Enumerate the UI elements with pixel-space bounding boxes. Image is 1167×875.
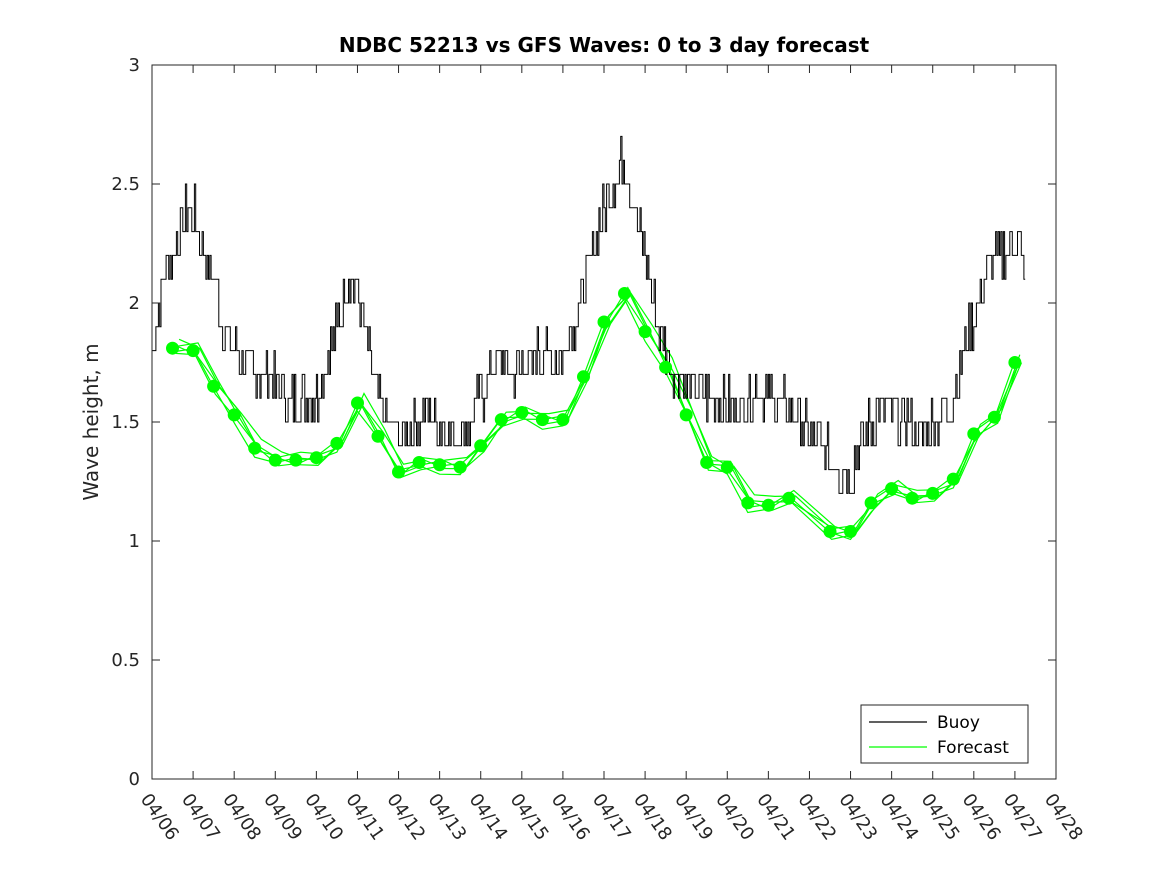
forecast-marker — [556, 413, 570, 427]
forecast-marker — [412, 456, 426, 469]
forecast-marker — [392, 465, 405, 479]
forecast-marker — [987, 410, 1001, 424]
forecast-marker — [351, 396, 364, 410]
forecast-marker — [515, 406, 529, 419]
y-axis-label: Wave height, m — [79, 343, 103, 500]
forecast-markers-group — [166, 287, 1022, 538]
forecast-marker — [659, 360, 673, 374]
forecast-marker — [166, 341, 179, 355]
buoy-series-group — [152, 135, 1026, 494]
y-tick-label: 1 — [129, 531, 140, 552]
forecast-marker — [597, 315, 611, 329]
forecast-marker — [700, 456, 714, 469]
y-tick-label: 2.5 — [111, 174, 140, 195]
y-tick-label: 0 — [129, 769, 140, 790]
forecast-marker — [474, 439, 488, 453]
forecast-marker — [618, 287, 631, 300]
forecast-marker — [679, 408, 693, 422]
forecast-marker — [1008, 356, 1022, 369]
forecast-marker — [905, 491, 919, 505]
y-tick-label: 3 — [129, 55, 140, 76]
forecast-marker — [720, 460, 734, 474]
forecast-marker — [741, 496, 755, 510]
forecast-marker — [844, 525, 857, 538]
legend-box — [860, 704, 1029, 764]
forecast-marker — [248, 441, 262, 455]
chart-title: NDBC 52213 vs GFS Waves: 0 to 3 day fore… — [339, 33, 870, 57]
legend: Buoy Forecast — [860, 704, 1029, 764]
forecast-marker — [371, 429, 385, 443]
forecast-marker — [494, 413, 508, 427]
forecast-marker — [309, 451, 323, 465]
y-tick-label: 0.5 — [111, 650, 140, 671]
forecast-marker — [967, 427, 981, 441]
forecast-marker — [453, 460, 467, 474]
forecast-marker — [289, 453, 303, 467]
y-tick-label: 2 — [129, 293, 140, 314]
forecast-marker — [638, 325, 652, 339]
forecast-marker — [946, 472, 960, 486]
forecast-marker — [864, 496, 878, 510]
forecast-marker — [885, 482, 899, 496]
legend-label: Forecast — [937, 738, 1009, 758]
forecast-marker — [926, 486, 940, 500]
y-tick-label: 1.5 — [111, 412, 140, 433]
forecast-marker — [433, 458, 447, 472]
forecast-marker — [823, 525, 837, 538]
buoy-line — [152, 135, 1026, 494]
forecast-marker — [207, 379, 221, 393]
forecast-marker — [268, 453, 282, 467]
forecast-marker — [782, 491, 796, 505]
forecast-marker — [227, 408, 241, 422]
forecast-marker — [330, 436, 344, 450]
forecast-marker — [186, 344, 200, 358]
forecast-marker — [761, 498, 775, 512]
forecast-marker — [535, 413, 549, 427]
forecast-marker — [577, 370, 590, 384]
legend-label: Buoy — [937, 713, 980, 733]
